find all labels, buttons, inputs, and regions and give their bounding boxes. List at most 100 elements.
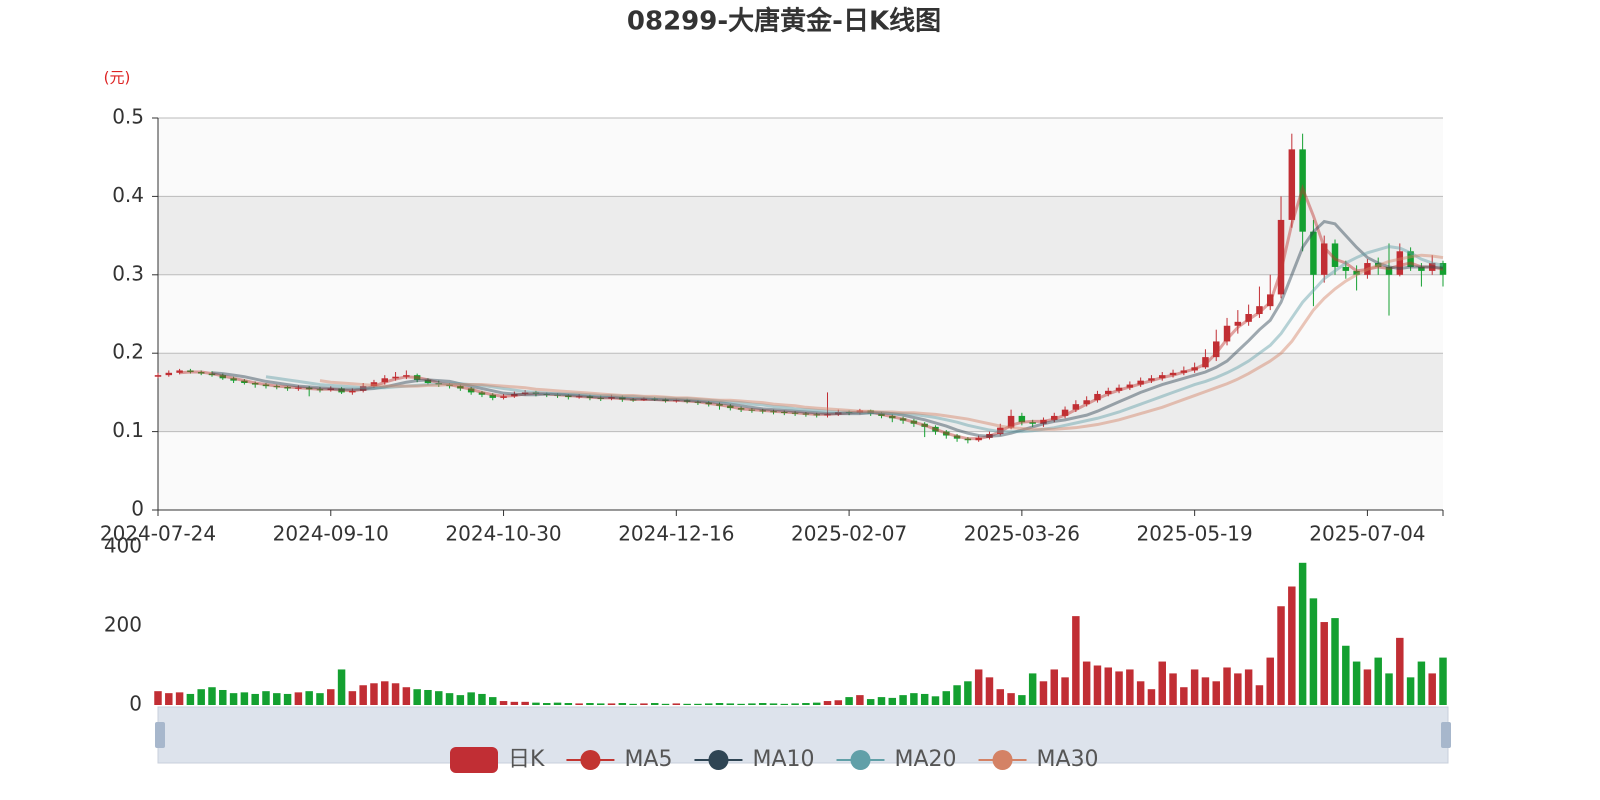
volume-bar (283, 693, 292, 705)
candle-body (1137, 380, 1144, 385)
volume-bar (1385, 673, 1393, 705)
volume-bar (812, 702, 821, 705)
volume-bar (931, 696, 940, 705)
candle-body (1342, 266, 1350, 271)
volume-bar (748, 703, 756, 705)
legend-label[interactable]: 日K (508, 747, 545, 772)
volume-bar (489, 697, 497, 705)
candle-body (878, 413, 885, 416)
candle-body (802, 413, 810, 415)
volume-bar (478, 693, 486, 705)
volume-bar (348, 691, 357, 705)
zoom-handle[interactable] (155, 722, 165, 748)
candle-body (446, 384, 453, 387)
volume-bar (1082, 661, 1091, 705)
volume-bar (1298, 562, 1307, 705)
candle-body (1072, 404, 1080, 410)
volume-bar (715, 703, 724, 705)
volume-bar (445, 693, 454, 705)
volume-bar (1277, 606, 1285, 705)
candle-body (457, 386, 464, 389)
candle-body (338, 388, 345, 393)
volume-bar (974, 669, 983, 705)
volume-bar (553, 702, 562, 705)
candle-body (1439, 263, 1447, 275)
zoom-slider[interactable] (157, 706, 1449, 764)
volume-bar (650, 703, 659, 705)
candle-body (1007, 415, 1015, 428)
candle-body (791, 412, 799, 414)
volume-bar (661, 703, 670, 705)
candle-body (316, 389, 324, 391)
zoom-handle[interactable] (1441, 722, 1451, 748)
candle-body (1223, 325, 1231, 342)
legend-icon[interactable] (450, 747, 498, 773)
candle-body (511, 393, 518, 397)
volume-bar (424, 689, 432, 705)
ma-line (179, 184, 1444, 441)
candle-body (824, 414, 831, 416)
volume-bar (273, 693, 281, 705)
legend-icon[interactable] (708, 750, 729, 770)
volume-bar (683, 703, 691, 705)
candle-body (554, 394, 561, 396)
candle-body (1385, 266, 1393, 275)
volume-bar (1374, 657, 1382, 705)
candle-body (716, 404, 723, 406)
candle-body (219, 375, 227, 379)
candle-body (932, 426, 939, 432)
candle-body (673, 400, 680, 402)
candle-body (997, 427, 1004, 434)
candle-body (532, 392, 540, 394)
candle-body (176, 370, 183, 373)
candle-body (295, 387, 302, 389)
candle-body (953, 435, 961, 439)
candle-body (813, 414, 820, 416)
legend-icon[interactable] (992, 750, 1013, 770)
candle-body (1277, 219, 1285, 295)
legend-label[interactable]: MA30 (1037, 747, 1099, 772)
volume-bar (910, 693, 918, 705)
candle-body (1180, 370, 1188, 373)
volume-bar (586, 703, 594, 705)
candle-body (943, 431, 950, 436)
candle-body (1310, 231, 1317, 275)
volume-bar (1158, 661, 1166, 705)
y-tick-label: 0.5 (112, 105, 144, 129)
candle-body (1083, 400, 1090, 405)
candle-body (781, 412, 788, 413)
candle-body (1245, 314, 1252, 322)
y-tick-label: 0.1 (112, 418, 144, 442)
candle-body (1105, 390, 1112, 394)
legend-label[interactable]: MA5 (624, 747, 672, 772)
volume-bar (737, 703, 745, 705)
candle-body (1094, 393, 1101, 401)
legend-icon[interactable] (850, 750, 871, 770)
candle-body (187, 370, 194, 373)
volume-bar (1104, 667, 1112, 705)
volume-tick-label: 0 (129, 692, 142, 716)
volume-bar (1072, 616, 1080, 705)
volume-bar (165, 693, 173, 705)
x-tick-label: 2024-09-10 (273, 522, 389, 546)
volume-bar (996, 689, 1005, 705)
volume-bar (1406, 677, 1415, 705)
volume-bar (1126, 669, 1134, 705)
volume-bar (305, 691, 313, 705)
candle-body (1256, 306, 1263, 314)
volume-bar (197, 689, 205, 705)
candle-body (619, 397, 626, 400)
x-tick-label: 2024-12-16 (618, 522, 734, 546)
legend-label[interactable]: MA20 (895, 747, 957, 772)
volume-bar (845, 697, 853, 705)
ma-line (211, 219, 1444, 438)
legend-icon[interactable] (580, 750, 601, 770)
candle-body (435, 382, 442, 385)
candle-body (1040, 419, 1047, 424)
legend-label[interactable]: MA10 (752, 747, 814, 772)
candle-body (262, 384, 270, 387)
volume-bar (1039, 681, 1048, 705)
candle-body (565, 395, 572, 398)
x-tick-label: 2025-02-07 (791, 522, 907, 546)
candle-body (597, 397, 604, 399)
